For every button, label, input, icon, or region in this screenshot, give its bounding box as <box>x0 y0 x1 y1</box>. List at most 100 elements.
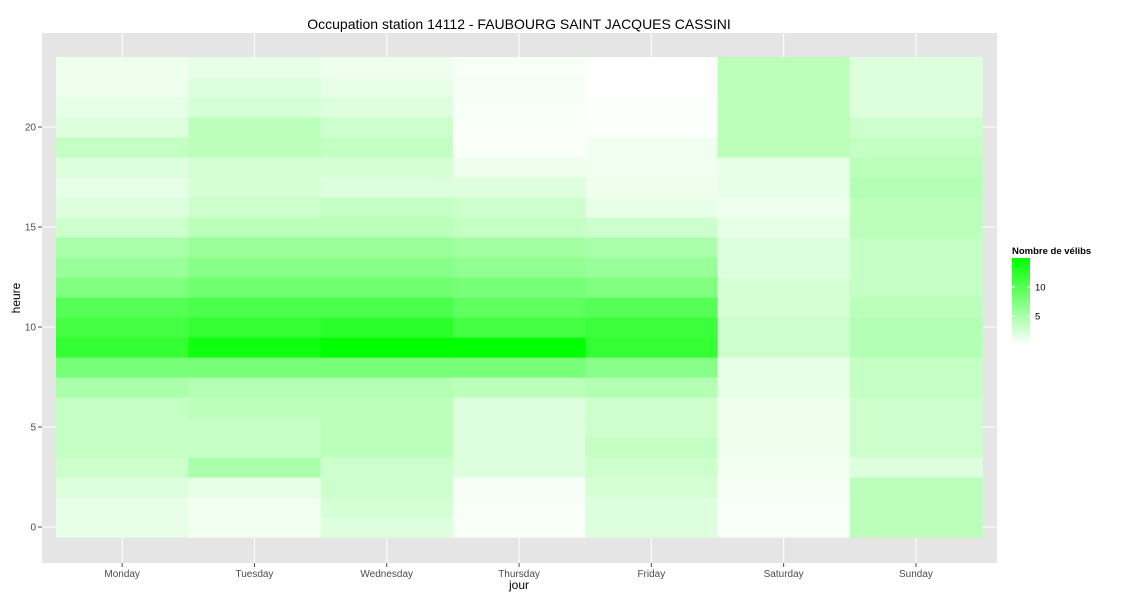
heatmap-cell <box>452 257 586 278</box>
heatmap-cell <box>452 357 586 378</box>
heatmap-cell <box>849 197 983 218</box>
heatmap-cell <box>56 157 189 178</box>
heatmap-cell <box>717 297 851 318</box>
heatmap-cell <box>320 417 454 438</box>
heatmap-cell <box>717 397 851 418</box>
heatmap-cell <box>452 157 586 178</box>
heatmap-cell <box>188 237 322 258</box>
heatmap-cell <box>849 417 983 438</box>
heatmap-cell <box>585 317 719 338</box>
heatmap-cell <box>849 317 983 338</box>
heatmap-cell <box>320 477 454 498</box>
heatmap-cell <box>56 397 189 418</box>
heatmap-cell <box>717 257 851 278</box>
heatmap-cell <box>452 117 586 138</box>
heatmap-cell <box>188 77 322 98</box>
heatmap-cell <box>452 297 586 318</box>
heatmap-cell <box>320 437 454 458</box>
heatmap-cell <box>56 97 189 118</box>
heatmap-cell <box>56 497 189 518</box>
heatmap-cell <box>585 77 719 98</box>
heatmap-cell <box>849 297 983 318</box>
heatmap-cell <box>188 217 322 238</box>
y-tick-label: 10 <box>25 323 37 334</box>
heatmap-cell <box>585 57 719 78</box>
heatmap-cell <box>188 137 322 158</box>
heatmap-cell <box>56 437 189 458</box>
heatmap-cell <box>849 237 983 258</box>
legend-title: Nombre de vélibs <box>1012 246 1091 257</box>
heatmap-cell <box>56 317 189 338</box>
heatmap-cell <box>320 117 454 138</box>
heatmap-cell <box>849 157 983 178</box>
heatmap-cell <box>56 357 189 378</box>
heatmap-cell <box>717 237 851 258</box>
heatmap-cell <box>188 197 322 218</box>
chart-title: Occupation station 14112 - FAUBOURG SAIN… <box>307 16 731 32</box>
legend-tick-label: 10 <box>1035 283 1046 294</box>
heatmap-cell <box>585 477 719 498</box>
y-tick-label: 15 <box>25 223 37 234</box>
heatmap-cell <box>188 317 322 338</box>
y-tick-label: 20 <box>25 123 37 134</box>
heatmap-cell <box>188 117 322 138</box>
x-tick-label: Friday <box>637 569 665 580</box>
heatmap-cell <box>188 417 322 438</box>
heatmap-cell <box>585 517 719 538</box>
heatmap-cell <box>717 477 851 498</box>
heatmap-cell <box>849 337 983 358</box>
heatmap-cell <box>56 237 189 258</box>
heatmap-cell <box>849 257 983 278</box>
x-axis-title: jour <box>508 578 529 592</box>
heatmap-cell <box>320 217 454 238</box>
heatmap-cell <box>320 277 454 298</box>
heatmap-cell <box>849 97 983 118</box>
heatmap-cell <box>56 417 189 438</box>
x-tick-label: Wednesday <box>360 569 413 580</box>
heatmap-cell <box>849 177 983 198</box>
heatmap-cell <box>56 117 189 138</box>
heatmap-cell <box>585 257 719 278</box>
heatmap-cell <box>188 337 322 358</box>
heatmap-cell <box>320 77 454 98</box>
heatmap-cell <box>585 97 719 118</box>
heatmap-cell <box>56 457 189 478</box>
heatmap-cell <box>585 377 719 398</box>
heatmap-cell <box>452 397 586 418</box>
heatmap-cell <box>188 497 322 518</box>
heatmap-cell <box>585 277 719 298</box>
heatmap-cell <box>188 477 322 498</box>
heatmap-cell <box>849 277 983 298</box>
x-tick-label: Saturday <box>764 569 804 580</box>
heatmap-cell <box>585 157 719 178</box>
heatmap-cell <box>188 277 322 298</box>
heatmap-cell <box>320 237 454 258</box>
heatmap-cell <box>188 457 322 478</box>
heatmap-cell <box>585 437 719 458</box>
heatmap-cell <box>717 117 851 138</box>
heatmap-cell <box>188 97 322 118</box>
heatmap-cell <box>717 217 851 238</box>
heatmap-cell <box>585 337 719 358</box>
heatmap-cell <box>56 217 189 238</box>
legend-ticks: 5 10 <box>1012 283 1046 323</box>
heatmap-cell <box>320 337 454 358</box>
heatmap-cell <box>188 57 322 78</box>
heatmap-cell <box>56 137 189 158</box>
heatmap-cell <box>849 497 983 518</box>
heatmap-cell <box>849 477 983 498</box>
heatmap-cell <box>320 357 454 378</box>
heatmap-cell <box>320 317 454 338</box>
heatmap-cell <box>717 157 851 178</box>
heatmap-cell <box>320 197 454 218</box>
heatmap-cell <box>320 257 454 278</box>
heatmap-cell <box>585 177 719 198</box>
x-tick-label: Sunday <box>899 569 933 580</box>
heatmap-cell <box>717 317 851 338</box>
heatmap-cell <box>320 157 454 178</box>
x-tick-label: Tuesday <box>235 569 273 580</box>
heatmap-cell <box>452 97 586 118</box>
heatmap-cells <box>56 57 983 538</box>
heatmap-cell <box>717 457 851 478</box>
heatmap-cell <box>56 377 189 398</box>
